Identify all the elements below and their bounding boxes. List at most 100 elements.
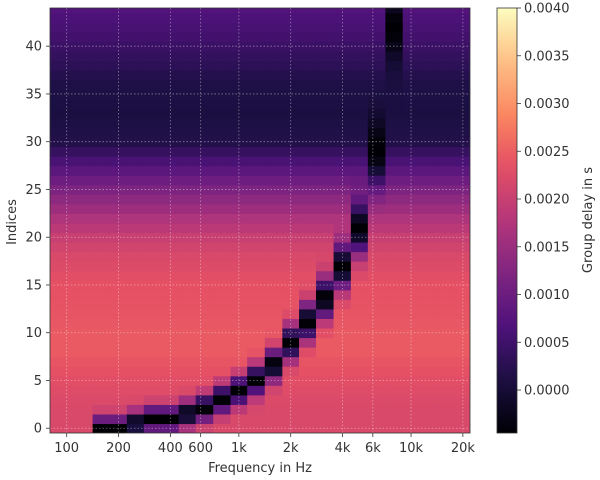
heatmap-cell bbox=[264, 289, 283, 300]
heatmap-cell bbox=[247, 394, 266, 405]
heatmap-cell bbox=[367, 184, 387, 195]
heatmap-cell bbox=[299, 70, 317, 81]
heatmap-cell bbox=[178, 413, 197, 425]
heatmap-cell bbox=[454, 70, 470, 81]
heatmap-cell bbox=[161, 222, 180, 234]
heatmap-cell bbox=[350, 318, 369, 329]
heatmap-cell bbox=[230, 165, 248, 176]
heatmap-cell bbox=[367, 175, 387, 186]
heatmap-cell bbox=[402, 156, 420, 167]
heatmap-cell bbox=[247, 375, 266, 386]
heatmap-cell bbox=[316, 423, 335, 433]
heatmap-cell bbox=[316, 175, 335, 186]
heatmap-cell bbox=[316, 79, 335, 90]
heatmap-cell bbox=[247, 184, 266, 195]
heatmap-cell bbox=[230, 423, 248, 433]
heatmap-cell bbox=[213, 404, 232, 415]
heatmap-cell bbox=[402, 280, 420, 291]
heatmap-cell bbox=[264, 327, 283, 339]
heatmap-cell bbox=[230, 289, 248, 300]
heatmap-cell bbox=[247, 261, 266, 272]
x-tick-label: 100 bbox=[54, 441, 79, 456]
heatmap-cell bbox=[282, 261, 300, 272]
heatmap-cell bbox=[454, 12, 470, 23]
heatmap-cell bbox=[299, 98, 317, 109]
colorbar-tick-label: 0.0030 bbox=[524, 97, 570, 112]
heatmap-cell bbox=[316, 394, 335, 405]
heatmap-cell bbox=[50, 70, 76, 81]
heatmap-cell bbox=[282, 366, 300, 377]
heatmap-cell bbox=[110, 261, 128, 272]
heatmap-cell bbox=[195, 385, 214, 396]
heatmap-cell bbox=[178, 60, 197, 71]
heatmap-cell bbox=[299, 347, 317, 358]
heatmap-cell bbox=[75, 98, 94, 109]
heatmap-cell bbox=[402, 232, 420, 243]
heatmap-cell bbox=[282, 251, 300, 262]
heatmap-cell bbox=[333, 165, 352, 176]
heatmap-cell bbox=[454, 194, 470, 205]
heatmap-cell bbox=[75, 308, 94, 319]
heatmap-cell bbox=[110, 136, 128, 148]
heatmap-cell bbox=[213, 203, 232, 214]
heatmap-cell bbox=[350, 194, 369, 205]
heatmap-cell bbox=[50, 194, 76, 205]
heatmap-cell bbox=[385, 289, 404, 300]
heatmap-cell bbox=[110, 8, 128, 14]
heatmap-cell bbox=[178, 394, 197, 405]
heatmap-cell bbox=[385, 41, 404, 52]
heatmap-cell bbox=[92, 261, 111, 272]
heatmap-cell bbox=[316, 12, 335, 23]
heatmap-cell bbox=[299, 156, 317, 167]
heatmap-cell bbox=[143, 184, 163, 195]
heatmap-cell bbox=[143, 251, 163, 262]
heatmap-cell bbox=[75, 232, 94, 243]
heatmap-cell bbox=[350, 22, 369, 33]
heatmap-cell bbox=[454, 165, 470, 176]
heatmap-cell bbox=[110, 280, 128, 291]
heatmap-cell bbox=[419, 203, 438, 214]
heatmap-cell bbox=[454, 108, 470, 119]
heatmap-cell bbox=[247, 175, 266, 186]
heatmap-cell bbox=[161, 261, 180, 272]
heatmap-cell bbox=[161, 318, 180, 329]
heatmap-cell bbox=[402, 404, 420, 415]
heatmap-cell bbox=[282, 31, 300, 43]
heatmap-cell bbox=[178, 423, 197, 433]
heatmap-cell bbox=[126, 146, 145, 157]
heatmap-cell bbox=[282, 156, 300, 167]
heatmap-cell bbox=[161, 385, 180, 396]
heatmap-cell bbox=[282, 60, 300, 71]
heatmap-cell bbox=[92, 356, 111, 367]
heatmap-cell bbox=[247, 31, 266, 43]
heatmap-cell bbox=[350, 327, 369, 339]
heatmap-cell bbox=[299, 165, 317, 176]
heatmap-cell bbox=[316, 98, 335, 109]
heatmap-cell bbox=[143, 108, 163, 119]
heatmap-cell bbox=[385, 308, 404, 319]
heatmap-cell bbox=[454, 318, 470, 329]
heatmap-cell bbox=[350, 175, 369, 186]
heatmap-cell bbox=[385, 12, 404, 23]
heatmap-cell bbox=[333, 98, 352, 109]
heatmap-cell bbox=[213, 22, 232, 33]
heatmap-cell bbox=[419, 327, 438, 339]
heatmap-cell bbox=[350, 184, 369, 195]
y-tick-label: 35 bbox=[25, 87, 42, 102]
heatmap-cell bbox=[264, 385, 283, 396]
heatmap-cell bbox=[195, 127, 214, 138]
heatmap-cell bbox=[419, 251, 438, 262]
heatmap-cell bbox=[333, 184, 352, 195]
heatmap-cell bbox=[75, 280, 94, 291]
heatmap-cell bbox=[247, 356, 266, 367]
heatmap-cell bbox=[230, 22, 248, 33]
heatmap-cell bbox=[367, 404, 387, 415]
heatmap-cell bbox=[333, 270, 352, 281]
heatmap-cell bbox=[50, 413, 76, 425]
heatmap-cell bbox=[333, 213, 352, 224]
heatmap-cell bbox=[178, 194, 197, 205]
heatmap-cell bbox=[178, 175, 197, 186]
heatmap-cell bbox=[367, 241, 387, 253]
heatmap-cell bbox=[50, 232, 76, 243]
heatmap-cell bbox=[367, 375, 387, 386]
